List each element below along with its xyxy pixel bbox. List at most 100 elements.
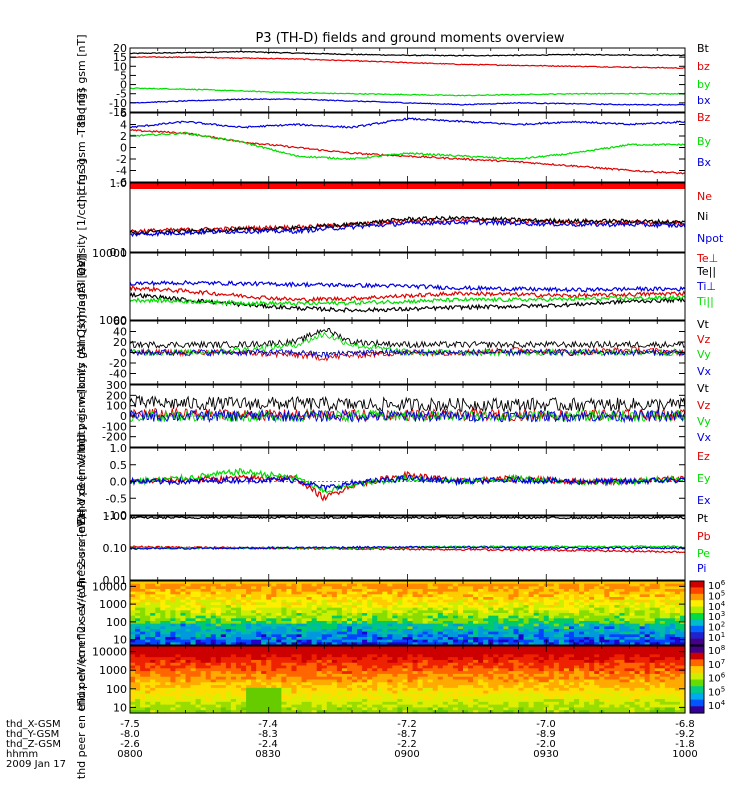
series-Pb [129,545,686,554]
y-tick-label: 0.1 [110,246,128,259]
y-tick-label: 0 [120,142,127,155]
spectrogram-9 [130,646,686,714]
y-tick-label: 5 [120,69,127,82]
x-tick-value: 0800 [117,749,142,760]
series-Bz [129,128,686,175]
legend-Ex: Ex [697,494,711,507]
legend-Vz: Vz [697,333,711,346]
legend-Vy: Vy [697,348,711,361]
x-tick-value: -7.2 [397,719,417,730]
legend-Vx: Vx [697,365,712,378]
series-Ez [129,470,686,502]
series-Npot [129,218,686,238]
legend-Bt: Bt [697,42,710,55]
colorbar-label: 101 [708,631,725,644]
y-tick-label: 10 [113,60,127,73]
y-tick-label: 0 [120,79,127,92]
legend-By: By [697,135,712,148]
legend-Vx: Vx [697,431,712,444]
legend-Ti||: Ti|| [696,295,714,308]
y-tick-label: 10 [113,701,127,714]
y-tick-label: 20 [113,42,127,55]
series-Ni [129,214,686,236]
x-tick-value: -9.2 [675,729,695,740]
y-axis-label: E=-VxB [mV/m] [75,439,88,525]
legend-by: by [697,78,711,91]
x-tick-value: -8.9 [536,729,556,740]
y-axis-label: thd peir en eflux eV/(cm^2-s-sr-eV) [75,515,88,711]
y-axis-label: Pressure [nPa] [75,509,88,588]
y-axis-label: thd peer en eflux eV/(cm^2-s-sr-eV) [75,580,88,779]
legend-bx: bx [697,94,711,107]
y-tick-label: -100 [102,420,127,433]
y-tick-label: 10000 [92,646,127,659]
y-tick-label: -0.5 [106,492,127,505]
legend-Vy: Vy [697,415,711,428]
x-tick-value: 0900 [394,749,419,760]
legend-Vt: Vt [697,382,710,395]
y-tick-label: -200 [102,431,127,444]
legend-Vt: Vt [697,318,710,331]
y-tick-label: 0 [120,347,127,360]
x-axis-row-label: hhmm [6,749,38,760]
y-tick-label: -6 [116,176,127,189]
y-tick-label: 100 [106,683,127,696]
panel-6: Ez Ey Ex 1.0 0.5 0.0 -0.5 -1.0 E=-VxB [mV/m] [75,439,711,525]
series-Vx [129,347,686,359]
x-tick-value: -7.5 [120,719,140,730]
y-tick-label: 0.01 [103,574,128,587]
x-tick-value: -7.4 [258,719,278,730]
series-Te⊥ [129,285,686,303]
x-tick-value: -2.6 [120,739,140,750]
series-by [129,87,686,97]
series-Pi [129,545,686,551]
legend-Ez: Ez [697,450,710,463]
x-axis-row-label: thd_Y-GSM [6,729,59,740]
y-axis-label: thd peer velocity gsm [km/s (All Qs)] [75,315,88,517]
x-tick-value: 0930 [533,749,558,760]
y-tick-label: 20 [113,336,127,349]
x-axis-block: thd_X-GSM -7.5 -7.4 -7.2 -7.0 -6.8 thd_Y-GSM -8… [6,719,698,770]
series-bz [129,56,686,70]
x-tick-value: -2.4 [258,739,278,750]
y-tick-label: 1000 [99,664,127,677]
legend-Te||: Te|| [696,265,716,278]
colorbar-label: 108 [708,644,725,657]
series-bx [129,97,686,106]
x-tick-value: -7.0 [536,719,556,730]
y-tick-label: 10 [113,634,127,647]
series-Ti⊥ [129,279,686,293]
legend-Ne: Ne [697,190,712,203]
y-tick-label: 0 [120,410,127,423]
legend-Pt: Pt [697,512,709,525]
y-tick-label: 1.0 [110,442,128,455]
y-tick-label: 40 [113,326,127,339]
x-tick-value: -6.8 [675,719,695,730]
y-tick-label: -10 [109,97,127,110]
series-Vt [129,328,686,350]
date-label: 2009 Jan 17 [6,759,66,770]
y-tick-label: 60 [113,315,127,328]
x-tick-value: 0830 [255,749,280,760]
panel-3: Te⊥Te|| Ti⊥ Ti|| 10000 1000 magt3 [eV] [75,247,718,327]
y-tick-label: 1.0 [110,177,128,190]
y-tick-label: -2 [116,153,127,166]
y-tick-label: -4 [116,165,127,178]
legend-Ti⊥: Ti⊥ [696,280,716,293]
colorbar-label: 104 [708,699,726,712]
y-tick-label: -40 [109,368,127,381]
x-tick-value: -2.0 [536,739,556,750]
legend-Bx: Bx [697,156,712,169]
colorbar-label: 106 [708,672,726,685]
legend-bz: bz [697,60,710,73]
colorbar-label: 105 [708,685,725,698]
legend-Pb: Pb [697,530,711,543]
